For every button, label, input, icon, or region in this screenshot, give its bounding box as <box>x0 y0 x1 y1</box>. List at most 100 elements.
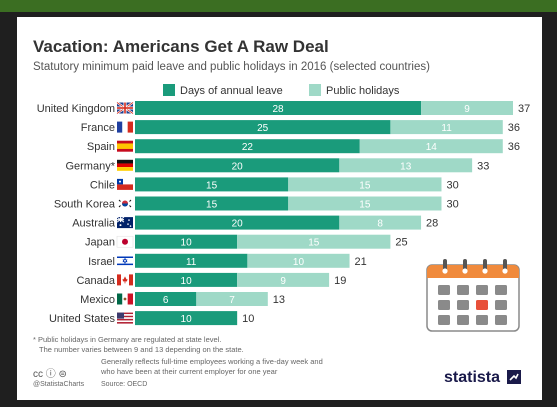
flag-icon-france <box>117 121 133 133</box>
methodology-note-line-2: who have been at their current employer … <box>101 367 278 376</box>
bar-public-holidays <box>390 120 503 135</box>
bar-row: Chile 15 15 30 <box>90 177 459 192</box>
bar-public-holidays <box>196 292 268 306</box>
total-label: 28 <box>426 218 438 230</box>
bar-annual-leave <box>135 196 289 211</box>
bar-annual-leave <box>135 139 360 154</box>
data-label-annual-leave: 6 <box>163 295 169 306</box>
legend-item-public-holidays: Public holidays <box>309 84 399 97</box>
data-label-annual-leave: 25 <box>257 123 269 134</box>
bar-annual-leave <box>135 120 391 135</box>
data-label-public-holidays: 11 <box>441 123 452 134</box>
infographic-card: Vacation: Americans Get A Raw Deal Statu… <box>17 17 542 400</box>
legend-item-annual-leave: Days of annual leave <box>163 84 283 97</box>
data-label-annual-leave: 11 <box>186 257 197 268</box>
flag-icon-canada <box>117 274 133 286</box>
data-label-public-holidays: 15 <box>359 180 371 191</box>
bar-public-holidays <box>288 177 442 192</box>
category-label: Australia <box>72 218 116 230</box>
bar-row: Spain 22 14 36 <box>87 139 520 154</box>
data-label-annual-leave: 15 <box>206 200 218 211</box>
bar-public-holidays <box>339 158 473 173</box>
bar-row: United Kingdom 28 9 37 <box>37 101 530 115</box>
category-label: Chile <box>90 179 115 191</box>
flag-icon-germany <box>117 159 133 171</box>
bar-annual-leave <box>135 158 340 173</box>
data-label-annual-leave: 10 <box>181 276 193 287</box>
flag-icon-australia <box>116 216 133 229</box>
flag-icon-united-states <box>117 312 133 324</box>
top-border <box>0 0 557 12</box>
total-label: 25 <box>395 237 407 249</box>
data-label-annual-leave: 28 <box>272 104 284 115</box>
bar-row: Australia 20 8 28 <box>72 215 438 230</box>
bar-annual-leave <box>135 253 248 268</box>
category-label: Spain <box>87 141 115 153</box>
chart-title: Vacation: Americans Get A Raw Deal <box>33 37 329 56</box>
bar-public-holidays <box>288 196 442 211</box>
twitter-handle: @StatistaCharts <box>33 381 85 388</box>
data-label-public-holidays: 14 <box>426 142 438 153</box>
legend-swatch-public-holidays <box>309 84 321 96</box>
bar-annual-leave <box>135 177 289 192</box>
bar-row: Japan 10 15 25 <box>85 234 408 249</box>
bar-public-holidays <box>359 139 503 154</box>
legend-label-annual-leave: Days of annual leave <box>180 85 283 97</box>
chart-subtitle: Statutory minimum paid leave and public … <box>33 61 430 73</box>
bar-row: Israel 11 10 21 <box>88 253 367 268</box>
data-label-public-holidays: 8 <box>377 219 383 230</box>
flag-icon-south-korea <box>117 198 133 209</box>
bar-public-holidays <box>237 272 330 287</box>
bar-annual-leave <box>135 101 422 115</box>
flag-icon-japan <box>116 235 134 248</box>
total-label: 13 <box>273 294 285 306</box>
data-label-annual-leave: 15 <box>206 180 218 191</box>
bar-public-holidays <box>421 101 513 115</box>
legend-swatch-annual-leave <box>163 84 175 96</box>
source-label: Source: OECD <box>101 381 148 388</box>
creative-commons-icon: cc ⓘ ⊜ <box>33 369 67 380</box>
category-label: South Korea <box>54 199 116 211</box>
legend-label-public-holidays: Public holidays <box>326 85 400 97</box>
brand-wordmark: statista <box>444 369 501 386</box>
flag-icon-spain <box>117 140 133 152</box>
flag-icon-uk <box>116 101 134 115</box>
data-label-annual-leave: 20 <box>232 161 244 172</box>
data-label-public-holidays: 9 <box>280 276 286 287</box>
total-label: 10 <box>242 313 254 325</box>
bar-annual-leave <box>135 292 197 306</box>
bar-row: Mexico 6 7 13 <box>80 292 285 306</box>
bar-row: Canada 10 9 19 <box>76 272 346 287</box>
footnote-line-2: The number varies between 9 and 13 depen… <box>39 345 244 354</box>
data-label-public-holidays: 10 <box>293 257 305 268</box>
data-label-annual-leave: 10 <box>181 238 193 249</box>
methodology-note-line-1: Generally reflects full-time employees w… <box>101 357 323 366</box>
category-label: United States <box>49 313 116 325</box>
bar-annual-leave <box>135 215 340 230</box>
category-label: Mexico <box>80 294 115 306</box>
data-label-public-holidays: 13 <box>400 161 412 172</box>
data-label-public-holidays: 7 <box>229 295 235 306</box>
statista-logo-icon <box>507 370 522 384</box>
bar-chart: United Kingdom 28 9 37 France 25 11 36 Spain 22 14… <box>37 101 530 332</box>
category-label: Israel <box>88 256 115 268</box>
statista-logo: statista <box>444 369 522 387</box>
category-label: Japan <box>85 237 115 249</box>
category-label: France <box>81 122 115 134</box>
bar-row: South Korea 15 15 30 <box>54 196 459 211</box>
total-label: 30 <box>446 199 458 211</box>
data-label-annual-leave: 20 <box>232 219 244 230</box>
total-label: 36 <box>508 122 520 134</box>
bar-public-holidays <box>339 215 422 230</box>
data-label-public-holidays: 9 <box>464 104 470 115</box>
bar-annual-leave <box>135 311 238 326</box>
total-label: 37 <box>518 103 530 115</box>
bar-row: Germany* 20 13 33 <box>65 158 489 173</box>
bar-row: United States 10 10 <box>49 311 254 326</box>
total-label: 36 <box>508 141 520 153</box>
data-label-public-holidays: 15 <box>308 238 320 249</box>
category-label: Germany* <box>65 160 115 172</box>
bar-row: France 25 11 36 <box>81 120 520 135</box>
flag-icon-chile <box>117 178 133 190</box>
